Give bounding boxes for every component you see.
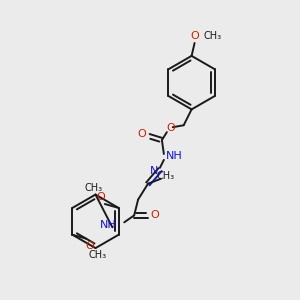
Text: O: O	[97, 192, 105, 202]
Text: CH₃: CH₃	[203, 31, 222, 41]
Text: N: N	[150, 166, 158, 176]
Text: O: O	[190, 31, 199, 41]
Text: O: O	[151, 210, 159, 220]
Text: O: O	[86, 241, 94, 250]
Text: NH: NH	[100, 220, 116, 230]
Text: CH₃: CH₃	[157, 171, 175, 181]
Text: O: O	[167, 123, 175, 133]
Text: NH: NH	[165, 151, 182, 161]
Text: CH₃: CH₃	[88, 250, 106, 260]
Text: CH₃: CH₃	[85, 183, 103, 193]
Text: O: O	[138, 129, 146, 139]
